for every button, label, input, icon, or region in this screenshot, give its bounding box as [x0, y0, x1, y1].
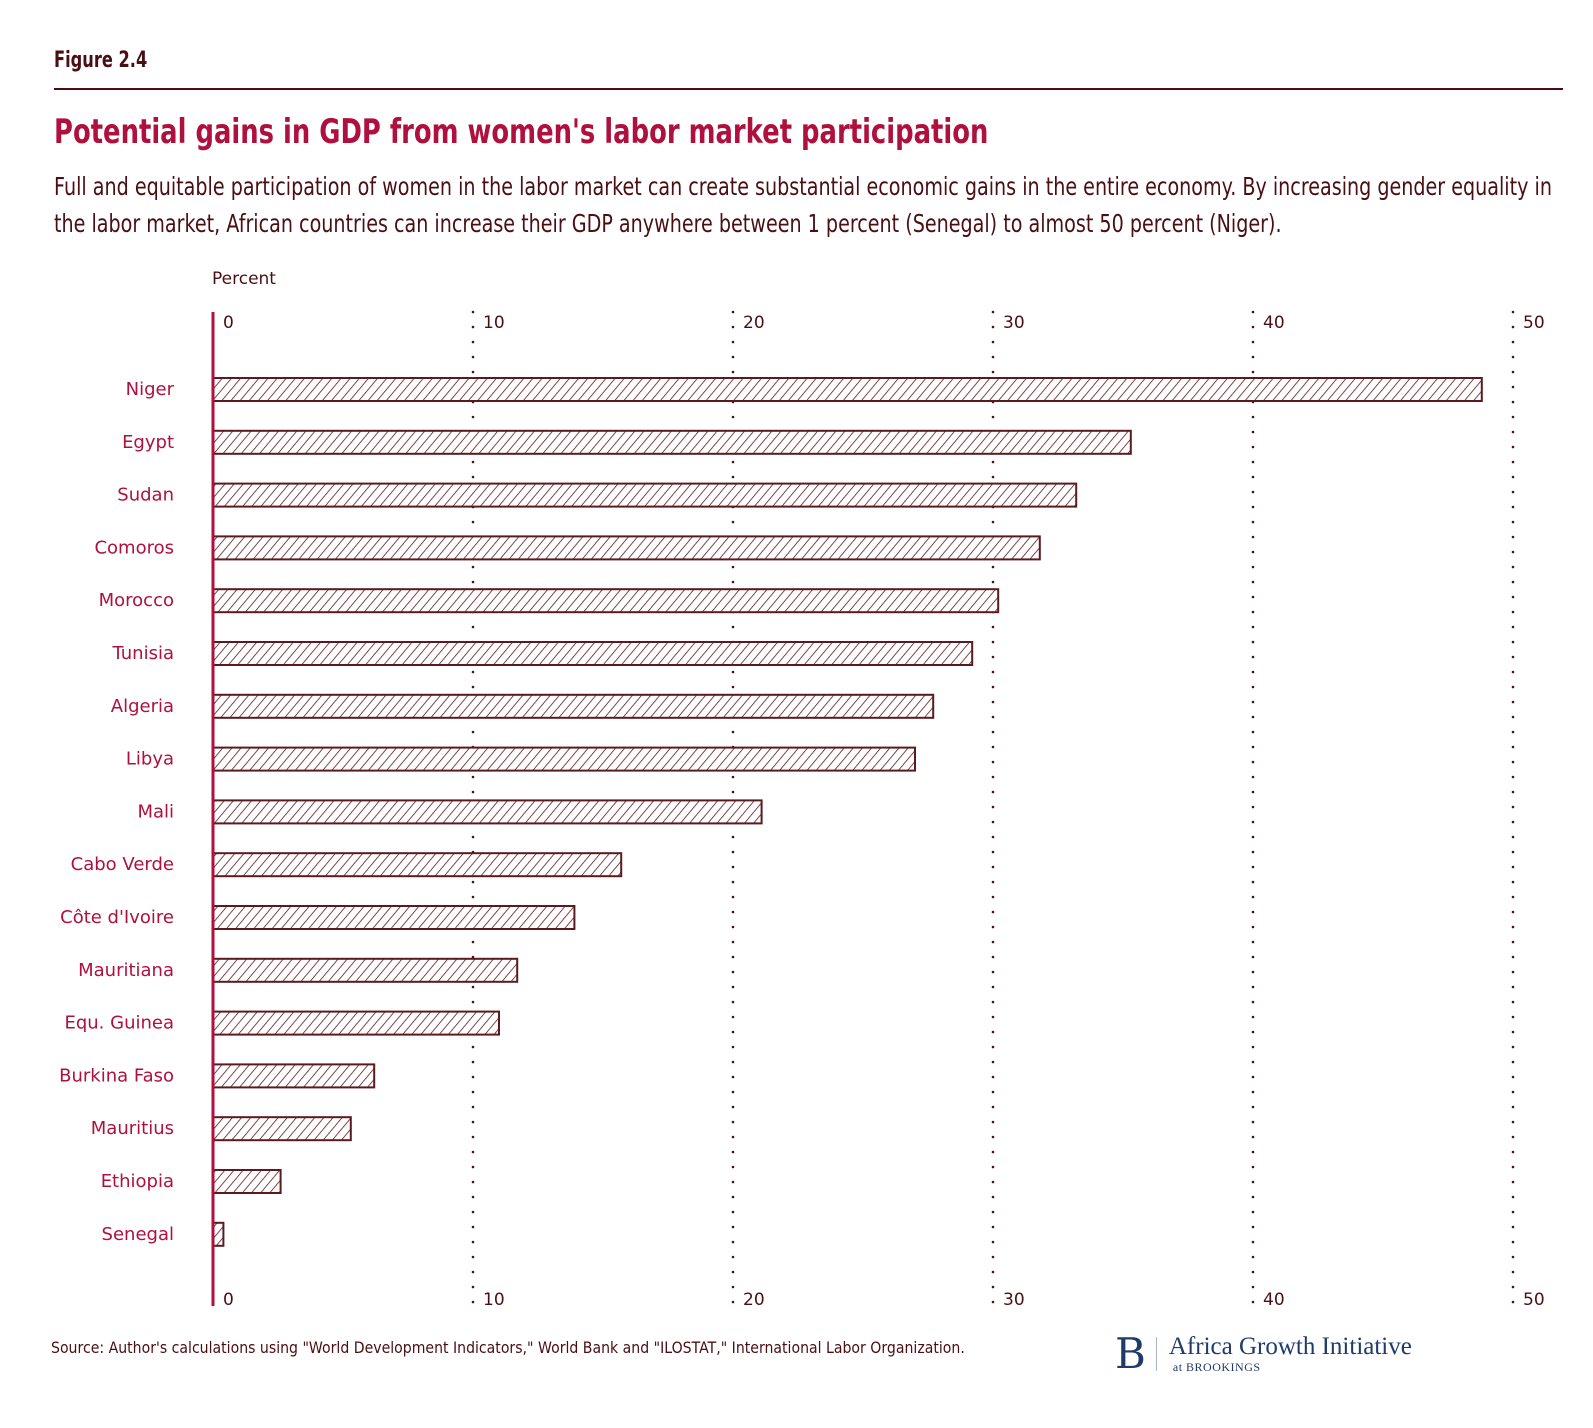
bar-burkina-faso [212, 1063, 376, 1089]
x-tick-label-bottom: 30 [1003, 1290, 1025, 1310]
bar-cabo-verde [212, 852, 623, 878]
bar-mauritius [212, 1116, 352, 1142]
x-tick-label-bottom: 50 [1523, 1290, 1545, 1310]
x-tick-label-top: 30 [1003, 313, 1025, 333]
category-label: Egypt [122, 432, 174, 453]
category-label: Comoros [94, 537, 174, 558]
category-label: Niger [126, 379, 175, 400]
category-label: Mauritiana [78, 960, 174, 981]
bar-egypt [212, 429, 1132, 455]
logo-letter: B [1115, 1329, 1146, 1378]
x-tick-label-bottom: 0 [223, 1290, 234, 1310]
x-tick-label-top: 10 [483, 313, 505, 333]
bar-algeria [212, 693, 935, 719]
bar-comoros [212, 535, 1041, 561]
bar-tunisia [212, 641, 974, 666]
bar-mauritiana [212, 957, 519, 983]
source-note: Source: Author's calculations using "Wor… [51, 1338, 965, 1357]
x-tick-label-top: 20 [743, 313, 765, 333]
category-label: Côte d'Ivoire [60, 907, 174, 928]
category-label: Equ. Guinea [64, 1013, 174, 1034]
category-label: Burkina Faso [59, 1065, 174, 1086]
x-tick-label-top: 50 [1523, 313, 1545, 333]
logo-subtitle: at BROOKINGS [1172, 1360, 1261, 1374]
category-label: Sudan [117, 485, 174, 506]
category-label: Ethiopia [101, 1171, 174, 1192]
x-tick-label-top: 40 [1263, 313, 1285, 333]
category-label: Mali [137, 801, 174, 822]
figure-label: Figure 2.4 [54, 48, 148, 73]
x-axis-title: Percent [212, 269, 276, 289]
bar-c-te-d-ivoire [212, 905, 576, 930]
category-label: Senegal [102, 1224, 174, 1245]
logo-name: Africa Growth Initiative [1168, 1333, 1412, 1360]
category-label: Algeria [111, 696, 174, 717]
brookings-logo: B Africa Growth Initiative at BROOKINGS [1115, 1333, 1412, 1375]
x-tick-label-bottom: 10 [483, 1290, 505, 1310]
bar-senegal [212, 1221, 225, 1247]
bar-morocco [212, 588, 1000, 614]
chart-title: Potential gains in GDP from women's labo… [54, 112, 989, 152]
chart-subtitle: Full and equitable participation of wome… [54, 172, 1552, 238]
category-label: Cabo Verde [71, 854, 174, 875]
bar-equ-guinea [212, 1010, 500, 1036]
category-label: Morocco [99, 590, 174, 611]
x-tick-label-bottom: 40 [1263, 1290, 1285, 1310]
bar-mali [212, 799, 763, 825]
bar-niger [212, 377, 1483, 402]
header-rule [54, 88, 1563, 90]
category-label: Libya [126, 749, 174, 770]
x-tick-label-bottom: 20 [743, 1290, 765, 1310]
bar-libya [212, 746, 916, 772]
category-label: Mauritius [91, 1118, 174, 1139]
bar-ethiopia [212, 1169, 282, 1194]
logo-divider [1155, 1337, 1157, 1371]
category-label: Tunisia [112, 643, 175, 664]
bar-sudan [212, 482, 1078, 508]
x-tick-label-top: 0 [223, 313, 234, 333]
